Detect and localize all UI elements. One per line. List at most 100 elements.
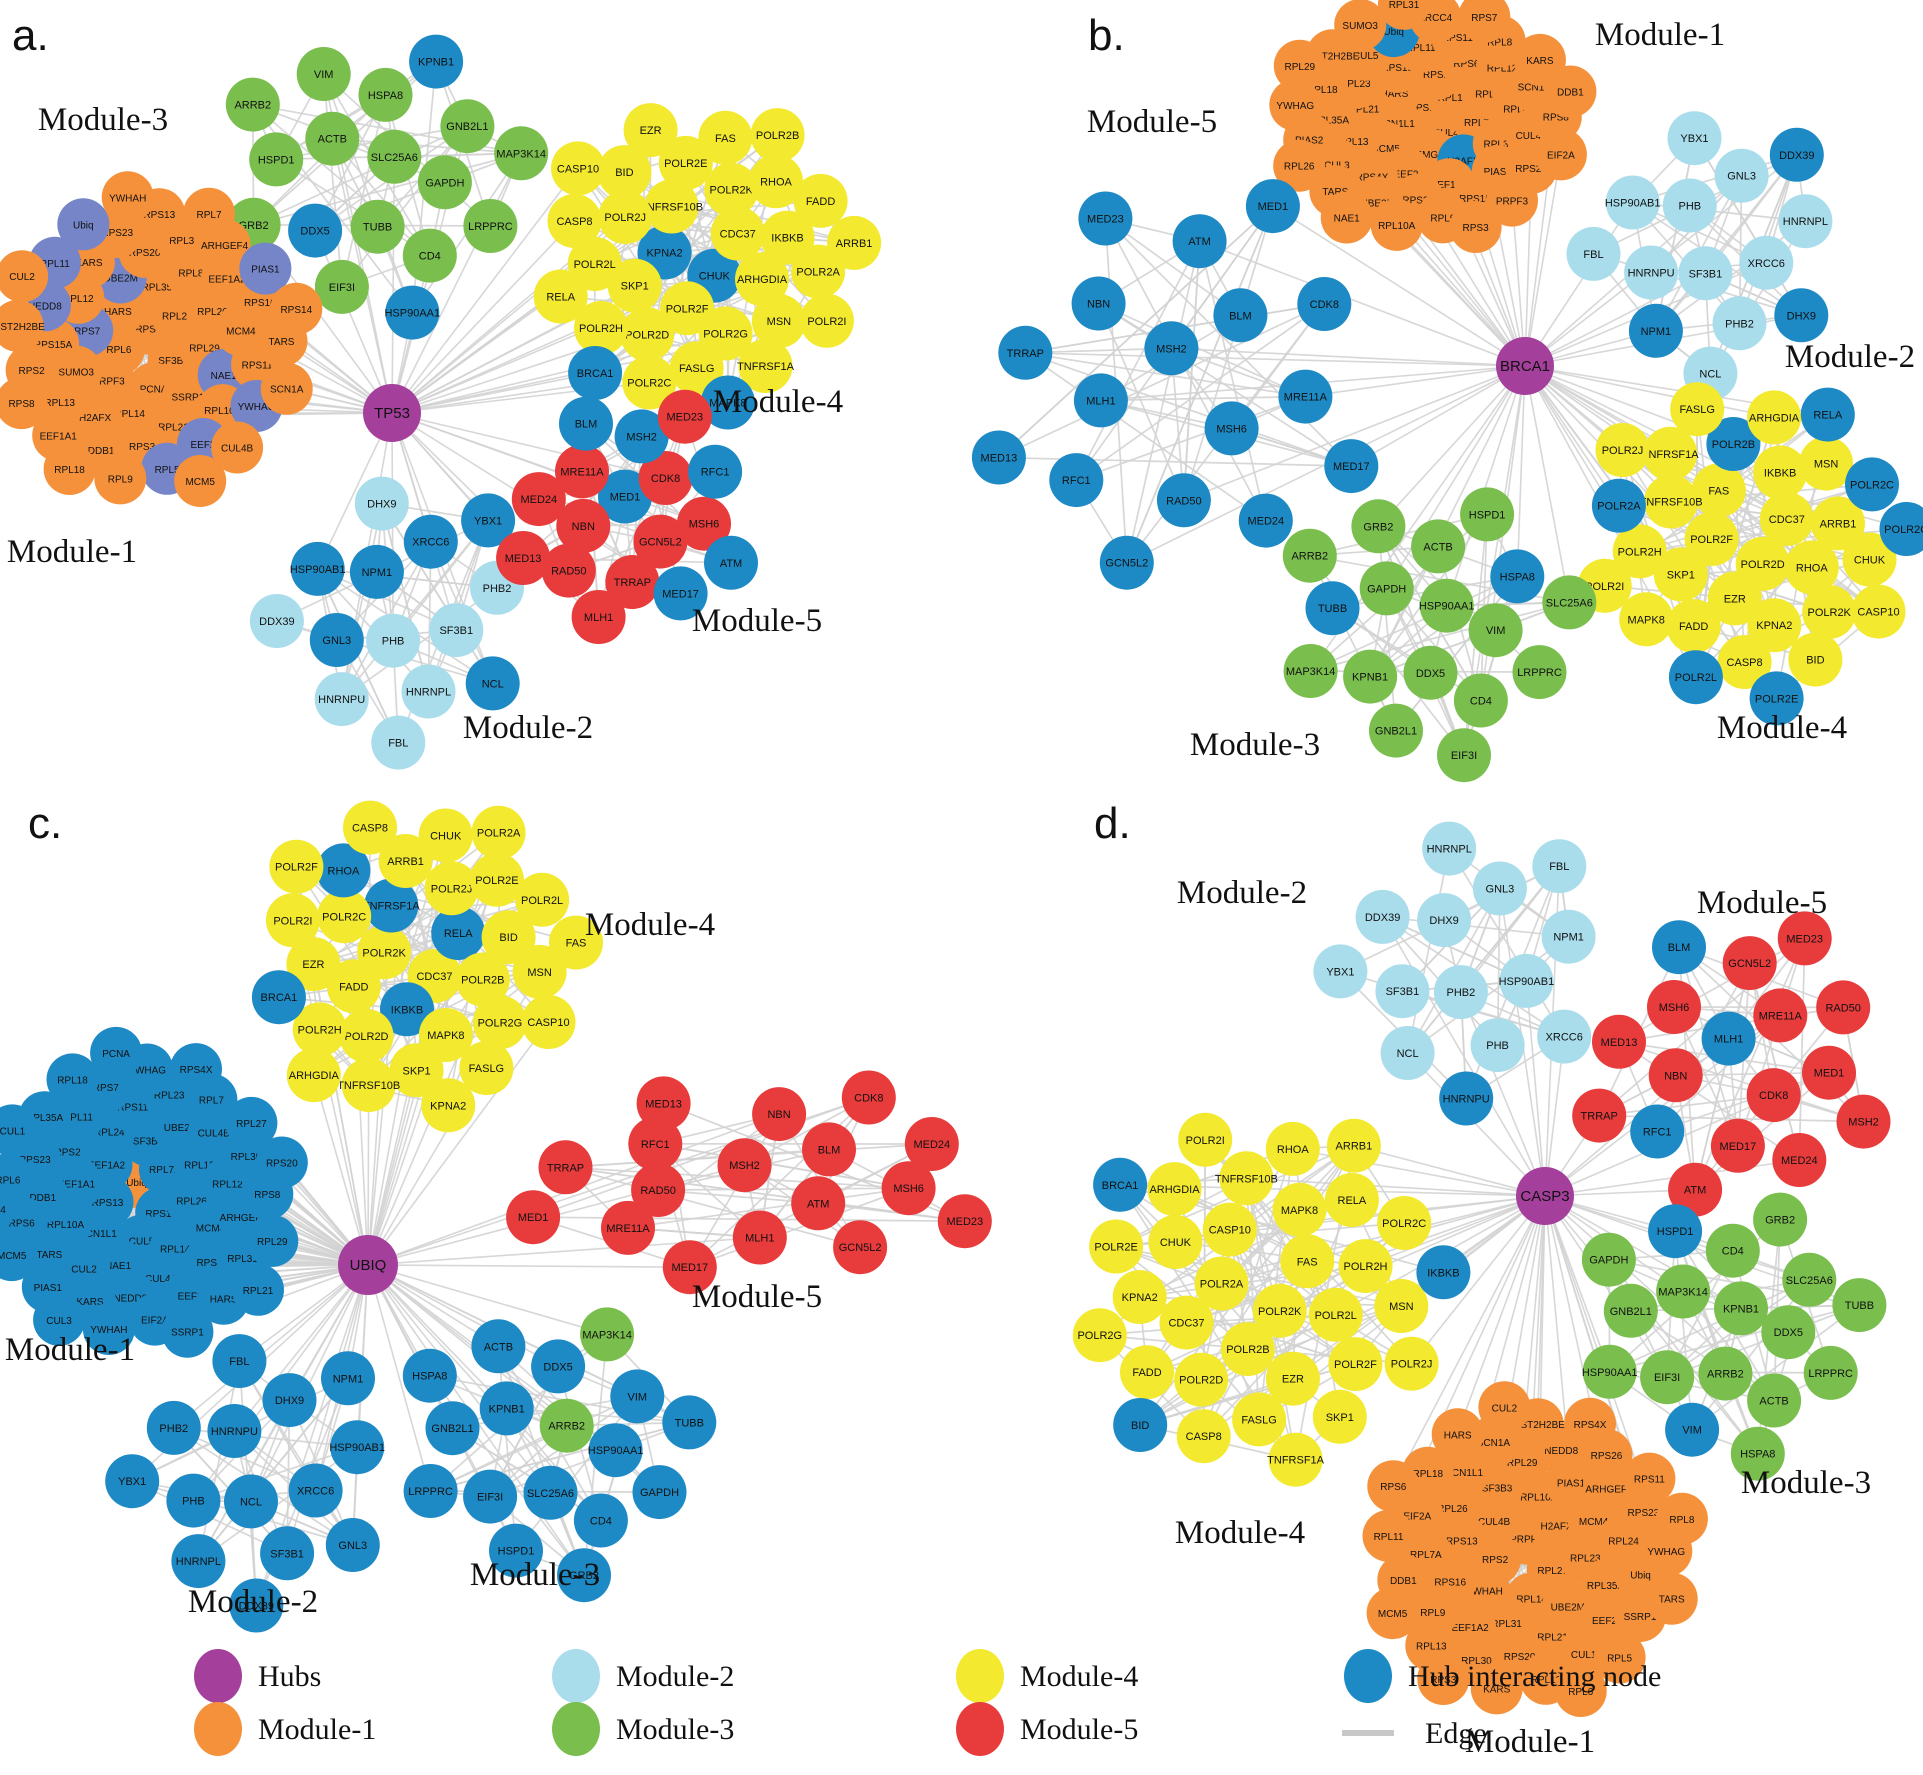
node-label-MED23: MED23 — [666, 412, 703, 424]
node-circle-KPNA2 — [1112, 1270, 1167, 1324]
node-CASP8: CASP8 — [343, 800, 397, 855]
node-label-CASP10: CASP10 — [1209, 1225, 1251, 1237]
node-label-RPS7: RPS7 — [74, 326, 101, 337]
edge — [391, 220, 576, 414]
node-label-LRPPRC: LRPPRC — [1808, 1368, 1853, 1380]
node-KPNA2: KPNA2 — [421, 1078, 476, 1133]
node-label-MED17: MED17 — [662, 588, 699, 600]
node-label-SF3B1: SF3B1 — [1386, 986, 1420, 998]
node-circle-RPS8 — [0, 377, 48, 430]
node-circle-ARRB1 — [827, 215, 882, 270]
node-TRRAP: TRRAP — [998, 325, 1053, 380]
node-POLR2B: POLR2B — [455, 952, 510, 1007]
node-label-EIF2A: EIF2A — [141, 1316, 169, 1327]
node-circle-HSPA8 — [358, 67, 413, 122]
node-circle-MRE11A — [1753, 988, 1808, 1043]
node-label-HSPD1: HSPD1 — [1469, 509, 1506, 521]
node-label-HNRNPL: HNRNPL — [406, 687, 451, 699]
node-POLR2J: POLR2J — [1384, 1336, 1439, 1391]
node-circle-RPL26 — [1273, 139, 1326, 192]
node-circle-RPL18 — [46, 1053, 99, 1106]
node-MSN: MSN — [512, 944, 567, 999]
node-label-MED23: MED23 — [1087, 214, 1124, 226]
node-label-PHB2: PHB2 — [1447, 987, 1476, 999]
node-label-RPL24: RPL24 — [94, 1128, 125, 1139]
node-label-MLH1: MLH1 — [1086, 395, 1115, 407]
node-circle-MED24 — [904, 1117, 959, 1171]
node-KPNB1: KPNB1 — [479, 1381, 534, 1436]
edge — [1516, 365, 1526, 577]
node-GRB2: GRB2 — [1753, 1192, 1808, 1247]
node-label-HSPD1: HSPD1 — [1657, 1226, 1694, 1238]
node-DDX39: DDX39 — [229, 1578, 284, 1633]
node-CD4: CD4 — [1705, 1223, 1760, 1278]
node-KARS: KARS — [1470, 1662, 1523, 1715]
node-circle-POLR2L — [1668, 650, 1723, 705]
node-circle-MLH1 — [732, 1210, 787, 1265]
node-label-DDX39: DDX39 — [1365, 912, 1400, 924]
node-label-POLR2L: POLR2L — [574, 259, 616, 271]
edge — [658, 1187, 909, 1191]
node-label-SLC25A6: SLC25A6 — [527, 1488, 574, 1500]
node-label-EEF1A2: EEF1A2 — [1451, 1623, 1489, 1634]
node-circle-CUL1 — [0, 1104, 39, 1157]
node-label-ARRB1: ARRB1 — [387, 856, 424, 868]
node-ATM: ATM — [704, 535, 758, 590]
node-label-POLR2F: POLR2F — [1690, 534, 1733, 546]
module-label-module-3: Module-3 — [38, 102, 168, 138]
node-circle-CASP8 — [343, 800, 397, 855]
node-circle-NBN — [556, 498, 611, 553]
node-POLR2G: POLR2G — [1072, 1308, 1127, 1363]
node-circle-ATM — [791, 1176, 846, 1231]
node-POLR2H: POLR2H — [1338, 1239, 1393, 1294]
node-label-Ubiq: Ubiq — [1630, 1570, 1651, 1581]
node-circle-RPS3 — [1417, 1653, 1470, 1705]
node-label-SSRP1: SSRP1 — [1624, 1612, 1657, 1623]
node-RPL10A: RPL10A — [1370, 198, 1423, 251]
node-label-HSP90AB1: HSP90AB1 — [1605, 198, 1661, 210]
node-label-SLC25A6: SLC25A6 — [1786, 1275, 1833, 1287]
node-label-POLR2K: POLR2K — [1807, 607, 1851, 619]
node-label-RPL18: RPL18 — [1413, 1469, 1444, 1480]
node-circle-GCN5L2 — [1099, 535, 1154, 590]
node-label-IKBKB: IKBKB — [771, 233, 803, 245]
panel-d-module-4-cluster: POLR2K POLR2A FAS POLR2B CASP10 POLR2L CDC37 MA… — [1072, 1112, 1471, 1487]
node-TNFRSF1A: TNFRSF1A — [737, 339, 795, 393]
node-circle-POLR2G — [1879, 502, 1923, 556]
node-circle-EZR — [1707, 571, 1762, 626]
node-label-MRE11A: MRE11A — [560, 466, 604, 478]
node-MED13: MED13 — [636, 1076, 691, 1131]
node-label-EZR: EZR — [1724, 593, 1746, 605]
node-SLC25A6: SLC25A6 — [367, 129, 422, 184]
node-label-UBE2M: UBE2M — [1551, 1602, 1585, 1613]
node-label-RPS6: RPS6 — [9, 1219, 36, 1230]
node-FASLG: FASLG — [459, 1041, 514, 1096]
node-label-RPL6: RPL6 — [0, 1175, 21, 1186]
node-CD4: CD4 — [402, 228, 457, 283]
edge — [197, 1377, 349, 1562]
edge — [1382, 916, 1569, 938]
node-label-RPS16: RPS16 — [1434, 1578, 1466, 1589]
node-circle-RELA — [533, 269, 588, 324]
node-MSN: MSN — [1799, 436, 1854, 491]
node-MSH2: MSH2 — [1836, 1094, 1891, 1149]
node-label-YBX1: YBX1 — [1326, 966, 1354, 978]
node-label-EEF1A2: EEF1A2 — [88, 1161, 126, 1172]
node-label-TUBB: TUBB — [363, 222, 392, 234]
node-label-RPS3: RPS3 — [129, 442, 156, 453]
node-label-RPL5: RPL5 — [1607, 1654, 1632, 1665]
node-circle-RFC1 — [1630, 1104, 1685, 1159]
node-label-YBX1: YBX1 — [118, 1476, 146, 1488]
node-MED23: MED23 — [1777, 911, 1832, 966]
node-label-DDX5: DDX5 — [300, 226, 329, 238]
node-circle-FASLG — [459, 1041, 514, 1096]
node-label-DHX9: DHX9 — [367, 499, 396, 511]
node-circle-BRCA1 — [568, 346, 623, 400]
node-label-YBX1: YBX1 — [474, 515, 502, 527]
node-SLC25A6: SLC25A6 — [1542, 575, 1597, 630]
node-label-RPS23: RPS23 — [1628, 1508, 1660, 1519]
node-label-RPS23: RPS23 — [19, 1155, 51, 1166]
node-label-DHX9: DHX9 — [275, 1395, 304, 1407]
legend-label: Edge — [1425, 1717, 1487, 1750]
node-label-DDB1: DDB1 — [29, 1193, 56, 1204]
